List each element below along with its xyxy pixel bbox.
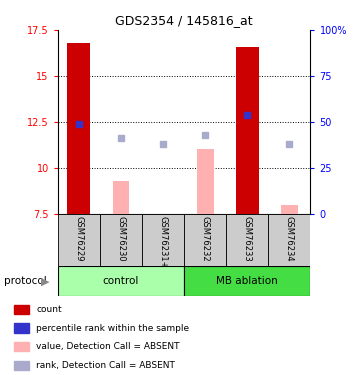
Text: rank, Detection Call = ABSENT: rank, Detection Call = ABSENT xyxy=(36,361,175,370)
Bar xyxy=(113,181,129,214)
Text: value, Detection Call = ABSENT: value, Detection Call = ABSENT xyxy=(36,342,180,351)
Text: GSM76230: GSM76230 xyxy=(117,216,125,262)
Text: control: control xyxy=(103,276,139,286)
Bar xyxy=(184,214,226,266)
Text: MB ablation: MB ablation xyxy=(216,276,278,286)
Bar xyxy=(58,266,184,296)
Bar xyxy=(67,43,90,214)
Bar xyxy=(268,214,310,266)
Text: count: count xyxy=(36,305,62,314)
Bar xyxy=(58,214,100,266)
Text: ▶: ▶ xyxy=(41,276,49,286)
Bar xyxy=(281,205,298,214)
Text: GSM76233: GSM76233 xyxy=(243,216,252,262)
Text: percentile rank within the sample: percentile rank within the sample xyxy=(36,324,189,333)
Bar xyxy=(184,266,310,296)
Text: protocol: protocol xyxy=(4,276,46,286)
Bar xyxy=(142,214,184,266)
Bar xyxy=(236,46,259,214)
Bar xyxy=(226,214,268,266)
Text: GSM76231+: GSM76231+ xyxy=(158,216,168,269)
Bar xyxy=(100,214,142,266)
Text: GSM76234: GSM76234 xyxy=(285,216,294,262)
Title: GDS2354 / 145816_at: GDS2354 / 145816_at xyxy=(115,15,253,27)
Text: GSM76229: GSM76229 xyxy=(74,216,83,262)
Bar xyxy=(197,149,214,214)
Text: GSM76232: GSM76232 xyxy=(201,216,210,262)
